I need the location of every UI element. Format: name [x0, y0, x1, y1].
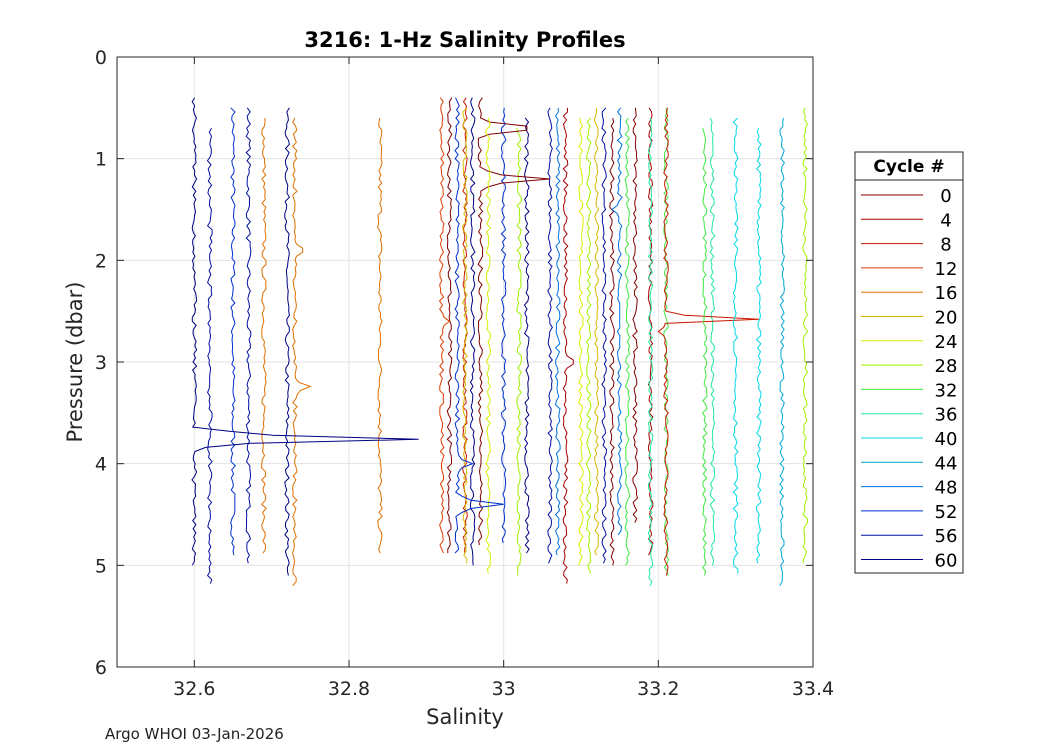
profile-trace [709, 117, 716, 566]
axis-ticks: 32.6 32.8 33 33.2 33.4 0 1 2 3 4 5 6 [95, 47, 834, 700]
x-tick-label: 33.2 [637, 678, 679, 700]
profile-trace [802, 107, 809, 564]
profile-line-cycle-28 [585, 117, 592, 574]
profile-trace [608, 117, 615, 566]
legend-label-4: 4 [940, 210, 951, 231]
y-tick-label: 5 [95, 555, 107, 577]
profile-line-cycle-32 [701, 128, 708, 576]
x-tick-label: 32.6 [173, 678, 215, 700]
profile-line-cycle-20 [462, 107, 468, 564]
profile-trace [632, 107, 638, 523]
legend-label-0: 0 [940, 186, 951, 207]
chart-title: 3216: 1-Hz Salinity Profiles [304, 28, 625, 52]
profile-trace [601, 107, 608, 564]
profile-line-cycle-12 [438, 97, 451, 554]
profile-trace [593, 107, 600, 556]
x-tick-label: 33 [492, 678, 516, 700]
profile-trace [755, 128, 762, 564]
profile-trace [554, 107, 561, 556]
profile-line-cycle-4 [562, 107, 574, 584]
profile-line-cycle-36 [647, 117, 654, 586]
x-tick-label: 32.8 [328, 678, 370, 700]
y-tick-label: 1 [95, 149, 107, 171]
footer-credit: Argo WHOI 03-Jan-2026 [105, 725, 284, 743]
profile-line-cycle-40 [732, 117, 739, 574]
profile-line-cycle-44 [779, 117, 786, 586]
legend-label-60: 60 [935, 551, 958, 572]
y-axis-label: Pressure (dbar) [63, 282, 87, 443]
legend-label-32: 32 [935, 380, 958, 401]
profile-trace [469, 97, 476, 566]
legend-label-28: 28 [935, 356, 958, 377]
profile-line-cycle-0 [477, 97, 551, 546]
y-tick-label: 3 [95, 352, 107, 374]
legend-label-24: 24 [935, 332, 958, 353]
legend-label-12: 12 [935, 259, 958, 280]
legend-box [854, 151, 964, 574]
profile-line-cycle-60 [191, 97, 419, 566]
profile-trace [446, 97, 453, 554]
profile-trace [516, 128, 522, 576]
y-tick-label: 6 [95, 657, 107, 679]
legend-label-36: 36 [935, 405, 958, 426]
plot-area [191, 97, 809, 587]
grid [117, 56, 814, 668]
legend-label-8: 8 [940, 235, 951, 256]
legend-label-48: 48 [935, 478, 958, 499]
y-tick-label: 4 [95, 454, 107, 476]
profile-trace [377, 117, 383, 554]
profile-trace [547, 107, 553, 564]
profile-trace [523, 117, 530, 554]
profile-line-cycle-16 [291, 117, 312, 587]
profile-trace [578, 117, 584, 566]
legend-label-20: 20 [935, 308, 958, 329]
legend-title: Cycle # [873, 157, 944, 177]
profile-line-cycle-48 [611, 107, 623, 536]
y-tick-label: 2 [95, 250, 107, 272]
x-axis-label: Salinity [426, 705, 504, 729]
profile-line-cycle-8 [657, 107, 759, 576]
profile-line-cycle-56 [206, 127, 213, 584]
profile-trace [230, 107, 236, 556]
profile-line-cycle-24 [485, 117, 492, 574]
legend-label-16: 16 [935, 283, 958, 304]
legend-label-52: 52 [935, 502, 958, 523]
profile-trace [245, 107, 252, 564]
profile-trace [500, 107, 507, 544]
x-tick-label: 33.4 [792, 678, 834, 700]
profile-trace [260, 117, 267, 554]
profile-line-cycle-52 [454, 97, 504, 554]
y-tick-label: 0 [95, 47, 107, 69]
profile-trace [284, 107, 291, 576]
legend-label-44: 44 [935, 453, 958, 474]
legend-label-56: 56 [935, 526, 958, 547]
legend-label-40: 40 [935, 429, 958, 450]
profile-trace [624, 117, 631, 566]
